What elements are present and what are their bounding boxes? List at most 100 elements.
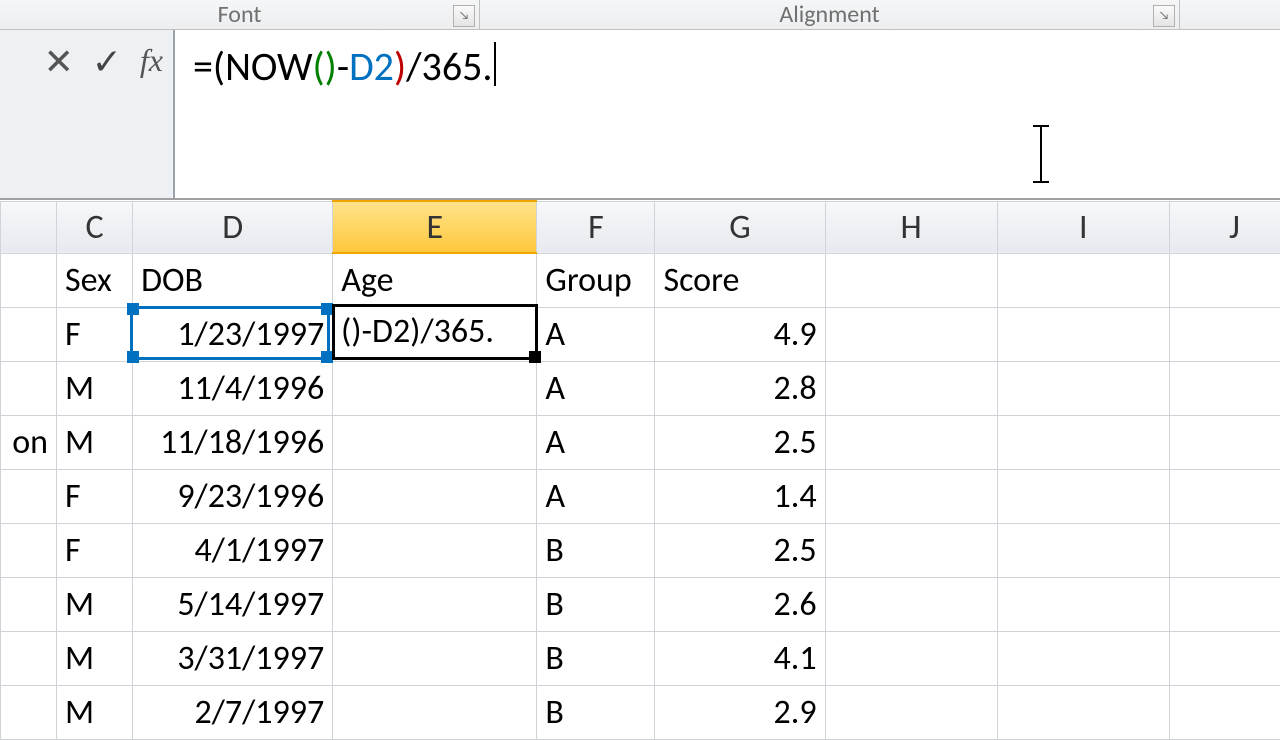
accept-icon[interactable]: ✓ xyxy=(92,44,122,80)
cancel-icon[interactable]: ✕ xyxy=(44,44,74,80)
cell[interactable] xyxy=(825,631,997,685)
cell[interactable]: 2.5 xyxy=(655,523,825,577)
cell[interactable]: B xyxy=(537,577,655,631)
cell[interactable]: M xyxy=(57,415,133,469)
cell[interactable] xyxy=(1169,415,1280,469)
cell[interactable] xyxy=(1169,307,1280,361)
cell[interactable] xyxy=(333,523,537,577)
cell[interactable]: 2.6 xyxy=(655,577,825,631)
cell[interactable] xyxy=(1,685,57,739)
cell[interactable] xyxy=(1,361,57,415)
cell[interactable] xyxy=(1,469,57,523)
cell[interactable] xyxy=(333,415,537,469)
cell[interactable]: on xyxy=(1,415,57,469)
cell[interactable] xyxy=(997,469,1169,523)
cell[interactable]: Sex xyxy=(57,253,133,307)
cell[interactable]: M xyxy=(57,577,133,631)
cell[interactable]: 3/31/1997 xyxy=(133,631,333,685)
table-row: F 9/23/1996 A 1.4 xyxy=(1,469,1280,523)
cell[interactable]: A xyxy=(537,307,655,361)
cell[interactable]: 5/14/1997 xyxy=(133,577,333,631)
col-header-partial[interactable] xyxy=(1,201,57,253)
cell[interactable] xyxy=(997,631,1169,685)
cell[interactable]: Score xyxy=(655,253,825,307)
cell[interactable]: B xyxy=(537,685,655,739)
cell[interactable] xyxy=(825,415,997,469)
cell[interactable]: F xyxy=(57,523,133,577)
col-header-f[interactable]: F xyxy=(537,201,655,253)
ribbon-group-alignment: Alignment ↘ xyxy=(480,0,1180,29)
col-header-c[interactable]: C xyxy=(57,201,133,253)
cell-editing[interactable] xyxy=(333,307,537,361)
cell[interactable]: A xyxy=(537,415,655,469)
cell[interactable]: A xyxy=(537,469,655,523)
cell[interactable]: DOB xyxy=(133,253,333,307)
cell[interactable]: M xyxy=(57,685,133,739)
spreadsheet-grid[interactable]: C D E F G H I J Sex DOB Age Group Score xyxy=(0,200,1280,740)
cell[interactable]: Group xyxy=(537,253,655,307)
cell[interactable]: 1.4 xyxy=(655,469,825,523)
fx-icon[interactable]: fx xyxy=(140,44,163,76)
cell[interactable] xyxy=(333,631,537,685)
cell[interactable] xyxy=(1,253,57,307)
col-header-g[interactable]: G xyxy=(655,201,825,253)
cell[interactable]: Age xyxy=(333,253,537,307)
cell[interactable]: 2.8 xyxy=(655,361,825,415)
cell[interactable] xyxy=(997,577,1169,631)
cell[interactable]: B xyxy=(537,523,655,577)
cell[interactable]: 2/7/1997 xyxy=(133,685,333,739)
col-header-i[interactable]: I xyxy=(997,201,1169,253)
cell[interactable]: 4/1/1997 xyxy=(133,523,333,577)
cell[interactable] xyxy=(333,685,537,739)
cell[interactable] xyxy=(825,253,997,307)
cell[interactable] xyxy=(1169,685,1280,739)
cell[interactable] xyxy=(997,415,1169,469)
cell[interactable] xyxy=(1169,577,1280,631)
cell[interactable] xyxy=(825,469,997,523)
cell[interactable] xyxy=(1169,361,1280,415)
cell[interactable] xyxy=(997,253,1169,307)
cell[interactable] xyxy=(825,361,997,415)
cell[interactable]: 9/23/1996 xyxy=(133,469,333,523)
alignment-dialog-launcher[interactable]: ↘ xyxy=(1153,5,1175,27)
formula-input[interactable]: =(NOW()-D2)/365. xyxy=(175,30,1280,198)
cell[interactable]: 2.5 xyxy=(655,415,825,469)
col-header-j[interactable]: J xyxy=(1169,201,1280,253)
col-header-d[interactable]: D xyxy=(133,201,333,253)
cell[interactable] xyxy=(1169,469,1280,523)
cell[interactable]: B xyxy=(537,631,655,685)
cell[interactable] xyxy=(1169,523,1280,577)
cell[interactable] xyxy=(1,577,57,631)
cell[interactable] xyxy=(825,685,997,739)
col-header-h[interactable]: H xyxy=(825,201,997,253)
cell[interactable]: F xyxy=(57,307,133,361)
cell[interactable] xyxy=(1169,253,1280,307)
cell[interactable]: 11/18/1996 xyxy=(133,415,333,469)
cell[interactable]: M xyxy=(57,361,133,415)
col-header-e[interactable]: E xyxy=(333,201,537,253)
cell[interactable] xyxy=(825,307,997,361)
cell[interactable] xyxy=(825,523,997,577)
cell[interactable] xyxy=(333,469,537,523)
cell[interactable] xyxy=(997,361,1169,415)
font-dialog-launcher[interactable]: ↘ xyxy=(453,5,475,27)
cell[interactable]: 4.1 xyxy=(655,631,825,685)
cell[interactable] xyxy=(1,523,57,577)
cell[interactable]: 1/23/1997 xyxy=(133,307,333,361)
cell[interactable] xyxy=(997,523,1169,577)
cell[interactable] xyxy=(333,361,537,415)
cell[interactable]: 2.9 xyxy=(655,685,825,739)
cell[interactable]: A xyxy=(537,361,655,415)
cell[interactable] xyxy=(1,631,57,685)
cell[interactable]: M xyxy=(57,631,133,685)
cell[interactable]: 4.9 xyxy=(655,307,825,361)
cell[interactable] xyxy=(333,577,537,631)
cell[interactable] xyxy=(1,307,57,361)
table-row: on M 11/18/1996 A 2.5 xyxy=(1,415,1280,469)
cell[interactable] xyxy=(997,307,1169,361)
cell[interactable] xyxy=(825,577,997,631)
cell[interactable] xyxy=(997,685,1169,739)
cell[interactable]: F xyxy=(57,469,133,523)
cell[interactable] xyxy=(1169,631,1280,685)
cell[interactable]: 11/4/1996 xyxy=(133,361,333,415)
